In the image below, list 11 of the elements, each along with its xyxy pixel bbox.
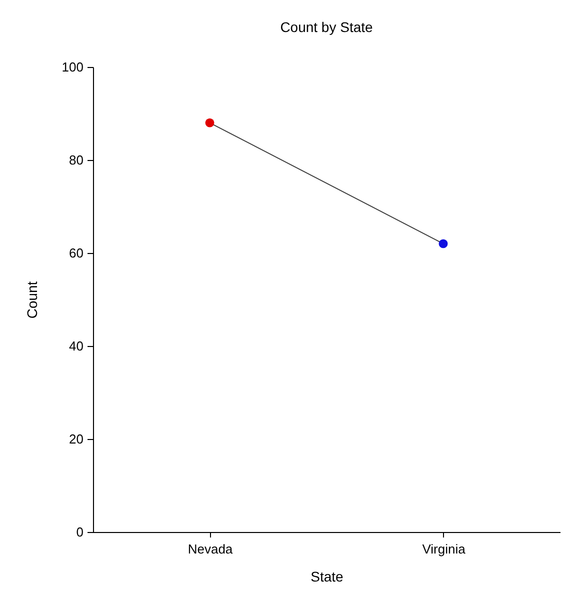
y-tick-label: 40 [69,338,84,354]
x-tick-label: Virginia [422,542,466,556]
chart-title: Count by State [280,19,374,35]
y-tick-label: 20 [69,432,84,446]
x-tick-label: Nevada [188,542,234,556]
y-tick-label: 60 [69,246,84,260]
y-tick-label: 100 [62,60,84,74]
y-tick-label: 0 [76,524,84,540]
y-tick-label: 80 [69,152,84,168]
x-axis-title: State [310,568,344,584]
y-axis-title: Count [24,281,40,319]
